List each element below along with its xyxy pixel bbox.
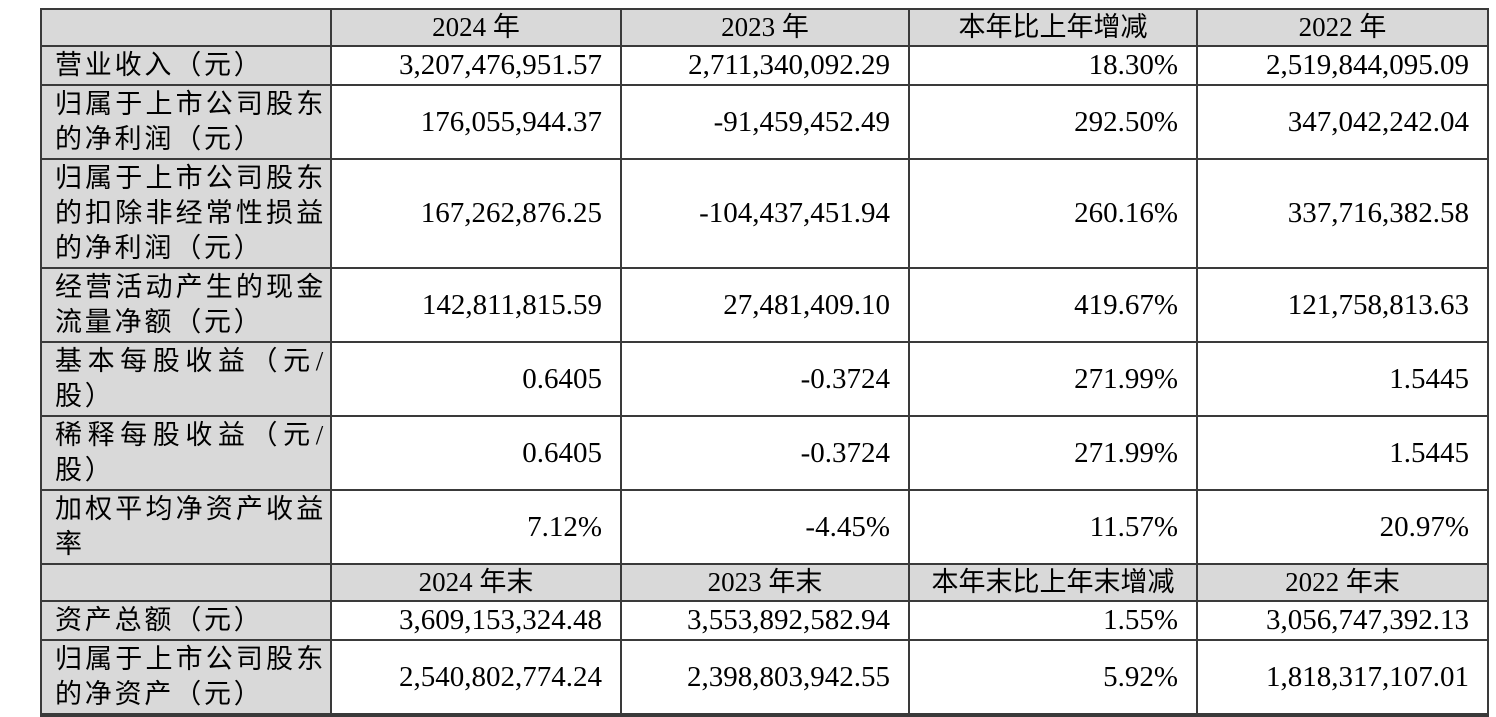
- column-header-2024: 2024 年: [330, 8, 622, 47]
- financial-summary-table: 2024 年 2023 年 本年比上年增减 2022 年 营业收入（元） 3,2…: [40, 8, 1489, 717]
- value-2022: 347,042,242.04: [1196, 84, 1489, 160]
- value-2023: -0.3724: [620, 415, 910, 491]
- value-change: 18.30%: [908, 45, 1198, 86]
- table-row-diluted-eps: 稀释每股收益（元/股） 0.6405 -0.3724 271.99% 1.544…: [40, 415, 1489, 491]
- table-row-net-profit: 归属于上市公司股东的净利润（元） 176,055,944.37 -91,459,…: [40, 84, 1489, 160]
- value-2024: 3,207,476,951.57: [330, 45, 622, 86]
- value-2023: -91,459,452.49: [620, 84, 910, 160]
- value-2024: 7.12%: [330, 489, 622, 565]
- row-label: 加权平均净资产收益率: [40, 489, 332, 565]
- value-2024: 2,540,802,774.24: [330, 639, 622, 717]
- value-change: 11.57%: [908, 489, 1198, 565]
- corner-cell: [40, 8, 332, 47]
- value-2022: 1,818,317,107.01: [1196, 639, 1489, 717]
- row-label: 归属于上市公司股东的净资产（元）: [40, 639, 332, 717]
- value-2023: -104,437,451.94: [620, 158, 910, 269]
- value-2023: 2,398,803,942.55: [620, 639, 910, 717]
- value-2024: 176,055,944.37: [330, 84, 622, 160]
- column-header-2023-end: 2023 年末: [620, 563, 910, 602]
- value-2022: 337,716,382.58: [1196, 158, 1489, 269]
- value-change: 5.92%: [908, 639, 1198, 717]
- value-2022: 1.5445: [1196, 415, 1489, 491]
- value-2024: 0.6405: [330, 415, 622, 491]
- value-2022: 3,056,747,392.13: [1196, 600, 1489, 641]
- value-change: 271.99%: [908, 341, 1198, 417]
- column-header-2023: 2023 年: [620, 8, 910, 47]
- eop-header-row: 2024 年末 2023 年末 本年末比上年末增减 2022 年末: [40, 563, 1489, 602]
- value-2022: 20.97%: [1196, 489, 1489, 565]
- column-header-2024-end: 2024 年末: [330, 563, 622, 602]
- row-label: 经营活动产生的现金流量净额（元）: [40, 267, 332, 343]
- row-label: 归属于上市公司股东的扣除非经常性损益的净利润（元）: [40, 158, 332, 269]
- value-2022: 1.5445: [1196, 341, 1489, 417]
- table-row-total-assets: 资产总额（元） 3,609,153,324.48 3,553,892,582.9…: [40, 600, 1489, 641]
- column-header-change-end: 本年末比上年末增减: [908, 563, 1198, 602]
- row-label: 归属于上市公司股东的净利润（元）: [40, 84, 332, 160]
- column-header-2022: 2022 年: [1196, 8, 1489, 47]
- value-2022: 121,758,813.63: [1196, 267, 1489, 343]
- value-change: 260.16%: [908, 158, 1198, 269]
- value-change: 271.99%: [908, 415, 1198, 491]
- value-2024: 0.6405: [330, 341, 622, 417]
- value-2024: 142,811,815.59: [330, 267, 622, 343]
- value-2023: 2,711,340,092.29: [620, 45, 910, 86]
- value-2023: -0.3724: [620, 341, 910, 417]
- table-row-net-profit-deducted: 归属于上市公司股东的扣除非经常性损益的净利润（元） 167,262,876.25…: [40, 158, 1489, 269]
- value-2023: 3,553,892,582.94: [620, 600, 910, 641]
- column-header-2022-end: 2022 年末: [1196, 563, 1489, 602]
- corner-cell: [40, 563, 332, 602]
- table-row-weighted-avg-roe: 加权平均净资产收益率 7.12% -4.45% 11.57% 20.97%: [40, 489, 1489, 565]
- column-header-change: 本年比上年增减: [908, 8, 1198, 47]
- value-2024: 167,262,876.25: [330, 158, 622, 269]
- value-2022: 2,519,844,095.09: [1196, 45, 1489, 86]
- value-2023: 27,481,409.10: [620, 267, 910, 343]
- table-row-revenue: 营业收入（元） 3,207,476,951.57 2,711,340,092.2…: [40, 45, 1489, 86]
- value-2024: 3,609,153,324.48: [330, 600, 622, 641]
- row-label: 稀释每股收益（元/股）: [40, 415, 332, 491]
- period-header-row: 2024 年 2023 年 本年比上年增减 2022 年: [40, 8, 1489, 47]
- row-label: 基本每股收益（元/股）: [40, 341, 332, 417]
- value-change: 1.55%: [908, 600, 1198, 641]
- table-row-basic-eps: 基本每股收益（元/股） 0.6405 -0.3724 271.99% 1.544…: [40, 341, 1489, 417]
- row-label: 资产总额（元）: [40, 600, 332, 641]
- row-label: 营业收入（元）: [40, 45, 332, 86]
- table-row-net-assets: 归属于上市公司股东的净资产（元） 2,540,802,774.24 2,398,…: [40, 639, 1489, 717]
- value-2023: -4.45%: [620, 489, 910, 565]
- value-change: 292.50%: [908, 84, 1198, 160]
- table-row-operating-cash-flow: 经营活动产生的现金流量净额（元） 142,811,815.59 27,481,4…: [40, 267, 1489, 343]
- value-change: 419.67%: [908, 267, 1198, 343]
